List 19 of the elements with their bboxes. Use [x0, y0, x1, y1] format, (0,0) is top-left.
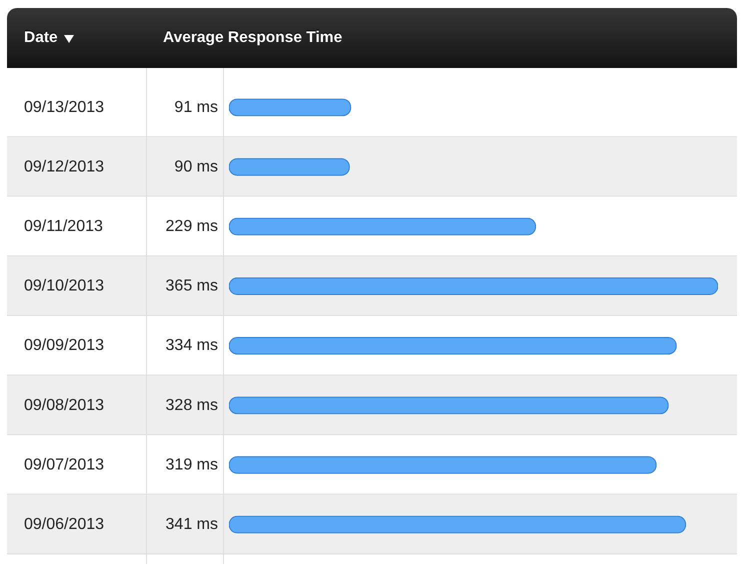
- data-label: 334 ms: [166, 337, 218, 354]
- y-tick-label: 09/07/2013: [24, 456, 104, 474]
- y-tick-label: 09/10/2013: [24, 278, 104, 295]
- y-tick-label: 09/06/2013: [24, 516, 104, 534]
- header-bar: Date Average Response Time: [7, 8, 737, 68]
- data-label: 328 ms: [166, 396, 218, 414]
- y-tick-label: 09/12/2013: [24, 158, 104, 176]
- y-tick-label: 09/09/2013: [24, 337, 104, 354]
- data-label: 229 ms: [166, 218, 218, 236]
- data-label: 319 ms: [166, 456, 218, 474]
- y-tick-label: 09/13/2013: [24, 98, 104, 116]
- data-label: 90 ms: [174, 158, 218, 176]
- x-axis-title: Average Response Time: [163, 28, 342, 48]
- y-tick-label: 09/08/2013: [24, 396, 104, 414]
- data-label: 91 ms: [174, 98, 218, 116]
- y-axis-title: Date: [24, 28, 58, 48]
- y-tick-label: 09/11/2013: [24, 218, 103, 236]
- data-label: 365 ms: [166, 278, 218, 295]
- data-label: 341 ms: [166, 516, 218, 534]
